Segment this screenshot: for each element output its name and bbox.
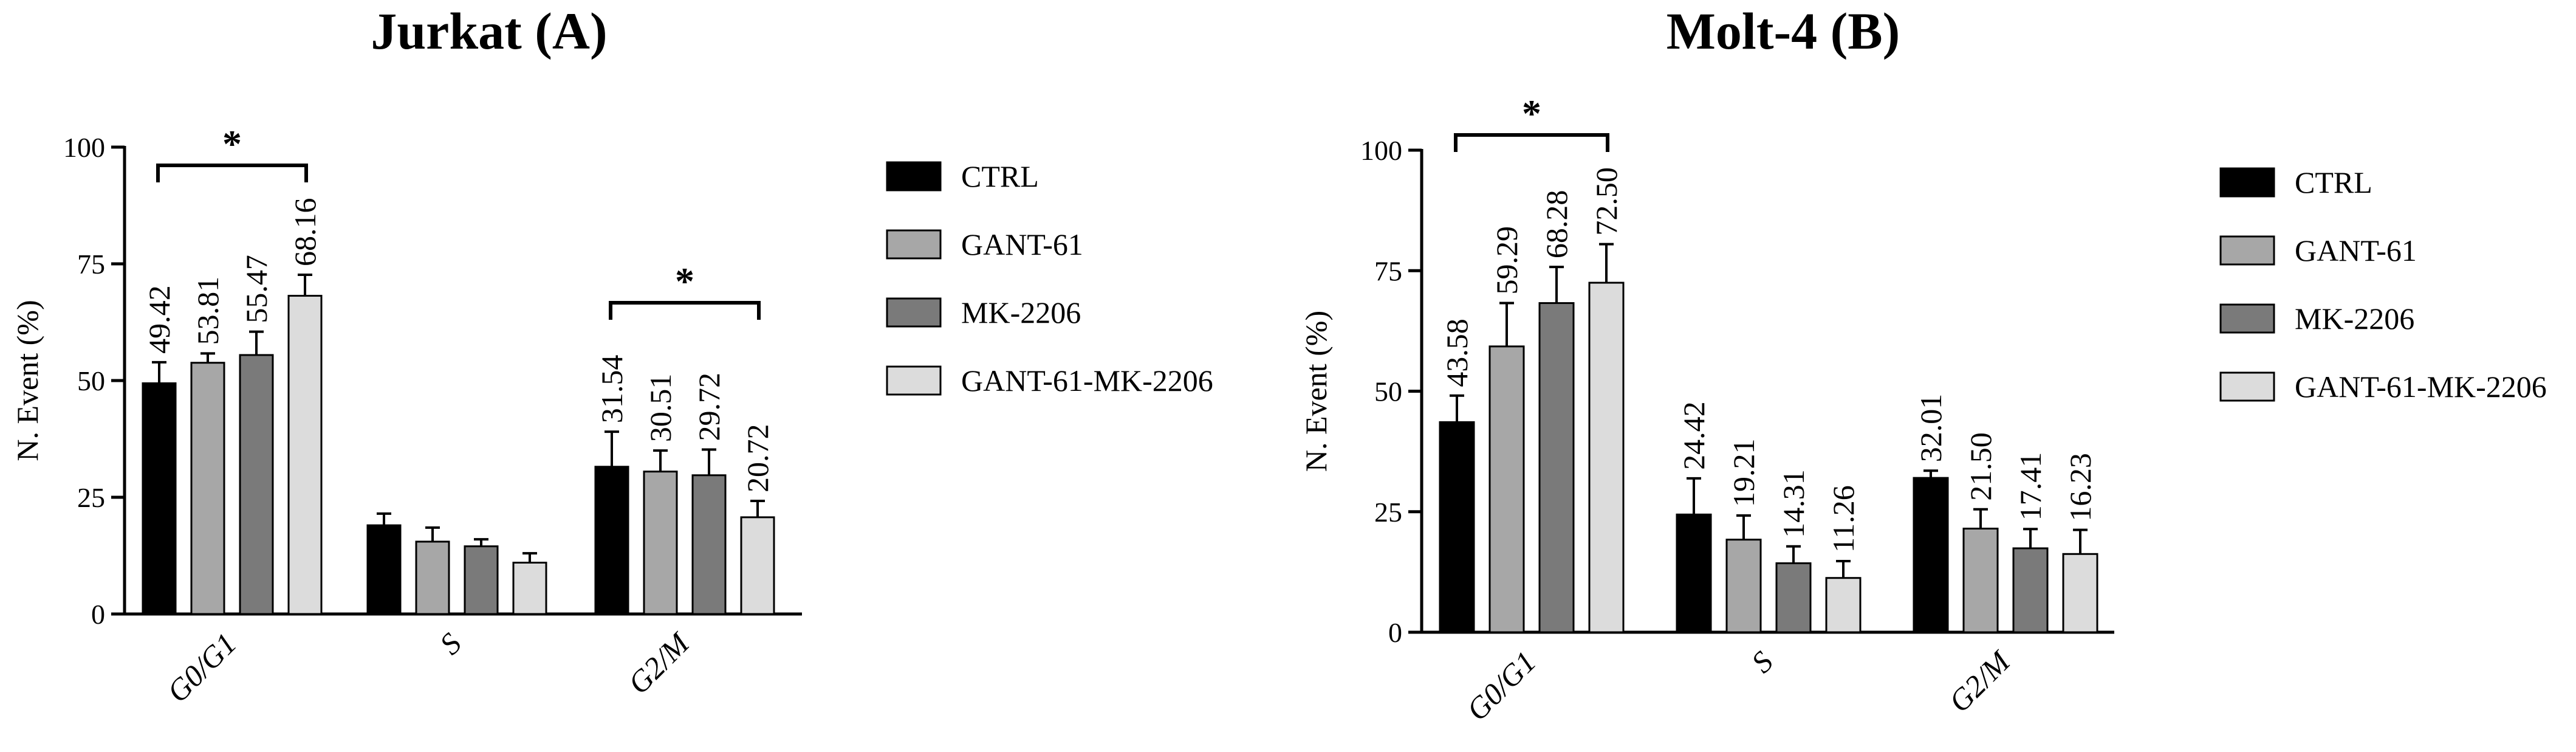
legend-label: CTRL (2295, 165, 2372, 199)
bar-ctrl-s (1676, 513, 1712, 633)
data-label: 11.26 (1826, 485, 1860, 553)
significance-star: * (222, 122, 242, 165)
bar-ctrl-g0-g1 (142, 382, 177, 615)
x-tick-label: G0/G1 (160, 626, 243, 709)
legend-swatch (886, 365, 942, 396)
legend-label: GANT-61 (2295, 233, 2417, 267)
legend-swatch (2219, 167, 2275, 198)
data-label: 43.58 (1440, 319, 1474, 387)
legend-label: GANT-61-MK-2206 (961, 364, 1213, 398)
data-label: 17.41 (2013, 452, 2047, 521)
legend-swatch (2219, 303, 2275, 334)
legend-swatch (2219, 371, 2275, 402)
data-label: 24.42 (1677, 401, 1711, 470)
data-label: 55.47 (239, 255, 273, 323)
bar-mk-2206-g2-m (691, 474, 727, 615)
data-label: 32.01 (1914, 394, 1948, 463)
significance-bracket (156, 164, 308, 182)
bar-gant-61-g0-g1 (190, 362, 225, 615)
y-tick-label: 100 (1360, 135, 1402, 166)
y-tick-label: 25 (77, 482, 105, 513)
legend-label: GANT-61 (961, 227, 1083, 261)
x-tick-label: G2/M (622, 626, 697, 701)
data-label: 29.72 (692, 373, 726, 441)
data-label: 19.21 (1727, 439, 1761, 508)
chart-title: Jurkat (A) (371, 2, 607, 60)
significance-star: * (675, 260, 694, 303)
y-tick-label: 50 (1374, 376, 1402, 407)
y-tick-label: 75 (77, 249, 105, 280)
legend-swatch (886, 229, 942, 260)
bar-gant-61-mk-2206-g2-m (740, 516, 775, 615)
bar-mk-2206-g0-g1 (1538, 302, 1575, 633)
data-label: 59.29 (1490, 226, 1524, 295)
bar-gant-61-s (415, 540, 450, 615)
bar-ctrl-g2-m (1913, 477, 1949, 633)
x-tick-label: S (433, 626, 468, 661)
y-tick-label: 25 (1374, 497, 1402, 528)
legend-swatch (2219, 235, 2275, 266)
bar-gant-61-g0-g1 (1488, 345, 1525, 633)
data-label: 16.23 (2063, 453, 2097, 522)
significance-bracket (1454, 133, 1609, 152)
data-label: 53.81 (191, 277, 225, 345)
y-tick-label: 0 (1388, 617, 1402, 648)
bar-gant-61-g2-m (643, 471, 678, 615)
y-tick-label: 100 (63, 132, 105, 163)
data-label: 68.16 (288, 198, 322, 266)
x-tick-label: S (1745, 644, 1780, 679)
legend-label: MK-2206 (961, 295, 1081, 329)
bar-gant-61-mk-2206-s (1825, 577, 1862, 633)
data-label: 68.28 (1540, 190, 1574, 259)
legend-swatch (886, 297, 942, 328)
y-axis-label: N. Event (%) (10, 300, 44, 461)
chart-1: Molt-4 (B) N. Event (%) 0 25 50 75 100 43.58 59.… (1299, 2, 2547, 727)
y-tick-label: 50 (77, 365, 105, 396)
data-label: 30.51 (643, 374, 677, 443)
significance-star: * (1522, 92, 1541, 135)
bar-mk-2206-s (464, 545, 499, 615)
significance-bracket (609, 301, 761, 320)
bar-gant-61-mk-2206-g2-m (2062, 553, 2098, 633)
data-label: 31.54 (595, 355, 629, 424)
x-tick-label: G2/M (1942, 644, 2018, 719)
bar-gant-61-s (1725, 539, 1762, 633)
bar-gant-61-mk-2206-g0-g1 (1588, 281, 1625, 633)
legend-swatch (886, 161, 942, 191)
y-tick-label: 0 (91, 599, 105, 630)
y-tick-label: 75 (1374, 255, 1402, 286)
legend-label: MK-2206 (2295, 302, 2414, 336)
legend-label: CTRL (961, 159, 1039, 193)
bar-mk-2206-s (1775, 562, 1812, 633)
bar-mk-2206-g2-m (2012, 547, 2049, 633)
x-tick-label: G0/G1 (1460, 644, 1543, 727)
chart-title: Molt-4 (B) (1667, 2, 1900, 60)
data-label: 49.42 (142, 285, 176, 354)
bar-gant-61-g2-m (1962, 528, 1999, 633)
bar-gant-61-mk-2206-s (512, 562, 547, 615)
bar-gant-61-mk-2206-g0-g1 (287, 295, 323, 615)
y-axis-label: N. Event (%) (1299, 311, 1333, 472)
bar-ctrl-g2-m (594, 466, 629, 615)
data-label: 72.50 (1589, 167, 1623, 236)
data-label: 14.31 (1776, 469, 1810, 538)
bar-ctrl-g0-g1 (1439, 421, 1475, 633)
data-label: 21.50 (1964, 432, 1998, 501)
data-label: 20.72 (741, 424, 775, 492)
bar-mk-2206-g0-g1 (239, 354, 274, 615)
legend-label: GANT-61-MK-2206 (2295, 370, 2547, 404)
chart-0: Jurkat (A) N. Event (%) 0 25 50 75 100 49.42 53.… (10, 2, 1213, 709)
bar-ctrl-s (366, 524, 402, 615)
